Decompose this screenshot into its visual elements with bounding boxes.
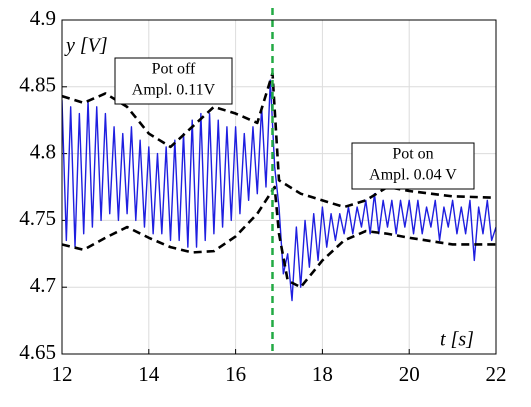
y-tick-label: 4.9 (30, 6, 56, 30)
x-tick-label: 20 (399, 362, 420, 386)
signal-line (62, 79, 496, 302)
x-axis-label: t [s] (440, 329, 474, 351)
annotation-text: Ampl. 0.11V (132, 82, 216, 99)
envelope-line (62, 185, 496, 289)
annotation-text: Pot off (152, 61, 196, 78)
y-tick-label: 4.65 (19, 340, 56, 364)
annotation-box (114, 57, 233, 105)
y-tick-label: 4.85 (19, 73, 56, 97)
annotation-text: Ampl. 0.04 V (369, 167, 457, 184)
y-tick-label: 4.7 (30, 273, 56, 297)
plot-border (61, 19, 497, 355)
annotation-box (351, 142, 475, 190)
y-axis-label: y [V] (64, 35, 108, 57)
x-tick-label: 14 (138, 362, 160, 386)
x-tick-label: 22 (486, 362, 507, 386)
x-tick-label: 16 (225, 362, 246, 386)
x-tick-label: 18 (312, 362, 333, 386)
y-tick-label: 4.8 (30, 139, 56, 163)
x-tick-label: 12 (52, 362, 73, 386)
annotation-text: Pot on (392, 146, 433, 163)
y-tick-label: 4.75 (19, 206, 56, 230)
